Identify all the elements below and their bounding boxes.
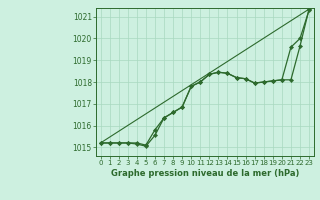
X-axis label: Graphe pression niveau de la mer (hPa): Graphe pression niveau de la mer (hPa)	[111, 169, 299, 178]
